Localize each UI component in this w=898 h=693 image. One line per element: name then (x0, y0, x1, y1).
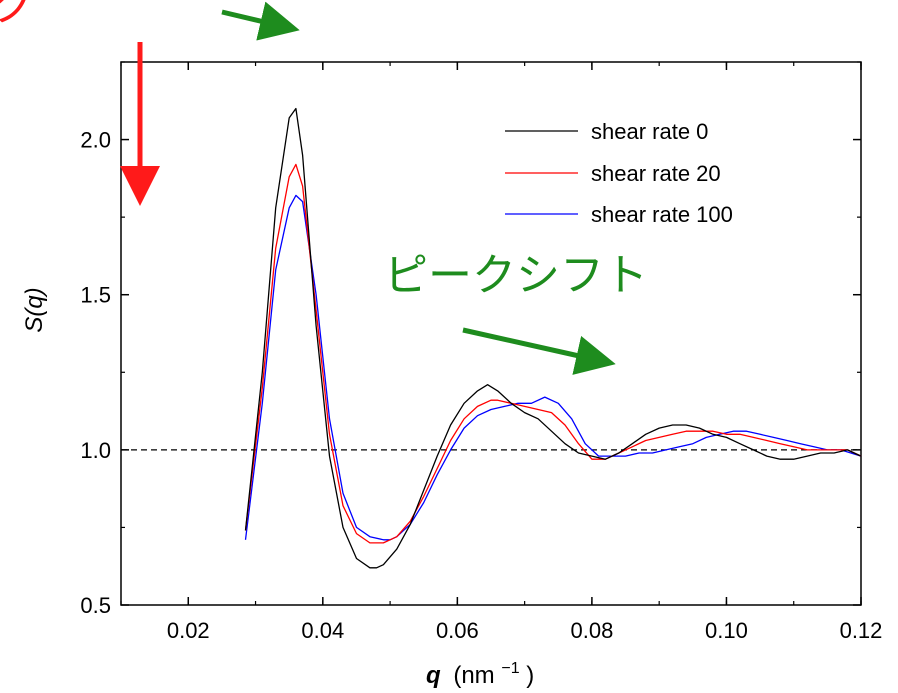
legend-label-shear-rate-100: shear rate 100 (591, 202, 733, 227)
x-axis-title: q (nm −1 ) (426, 652, 534, 689)
legend: shear rate 0 shear rate 20 shear rate 10… (505, 119, 733, 227)
y-axis-title: S(q) (21, 287, 48, 332)
axis-ticks: 0.02 0.04 0.06 0.08 0.10 0.12 0.5 1.0 1.5 2.0 (80, 61, 883, 643)
legend-label-shear-rate-0: shear rate 0 (591, 119, 708, 144)
x-tick-label: 0.12 (840, 618, 883, 643)
annotation-top-green-arrow (221, 1, 300, 41)
series-line-shear-rate-0 (244, 107, 862, 569)
x-tick-label: 0.06 (436, 618, 479, 643)
y-tick-label: 1.5 (80, 283, 111, 308)
x-axis-unit: (nm (453, 662, 494, 689)
y-tick-label: 2.0 (80, 128, 111, 153)
series-line-shear-rate-20 (244, 163, 862, 544)
x-axis-symbol: q (426, 662, 441, 689)
annotation-peak-shift: ピークシフト (384, 250, 648, 301)
annotation-peak-red: ピーク (0, 0, 34, 31)
series-line-shear-rate-100 (244, 194, 862, 541)
x-tick-label: 0.08 (570, 618, 613, 643)
x-axis-unit-exponent: −1 (501, 660, 519, 677)
annotation-peak-shift-arrow (462, 327, 616, 375)
y-tick-label: 1.0 (80, 438, 111, 463)
x-tick-label: 0.02 (167, 618, 210, 643)
plot-frame (120, 61, 862, 606)
series-lines (244, 107, 862, 569)
x-tick-label: 0.10 (705, 618, 748, 643)
x-tick-label: 0.04 (301, 618, 344, 643)
y-tick-label: 0.5 (80, 593, 111, 618)
legend-label-shear-rate-20: shear rate 20 (591, 161, 721, 186)
x-axis-unit-close: ) (526, 662, 534, 689)
